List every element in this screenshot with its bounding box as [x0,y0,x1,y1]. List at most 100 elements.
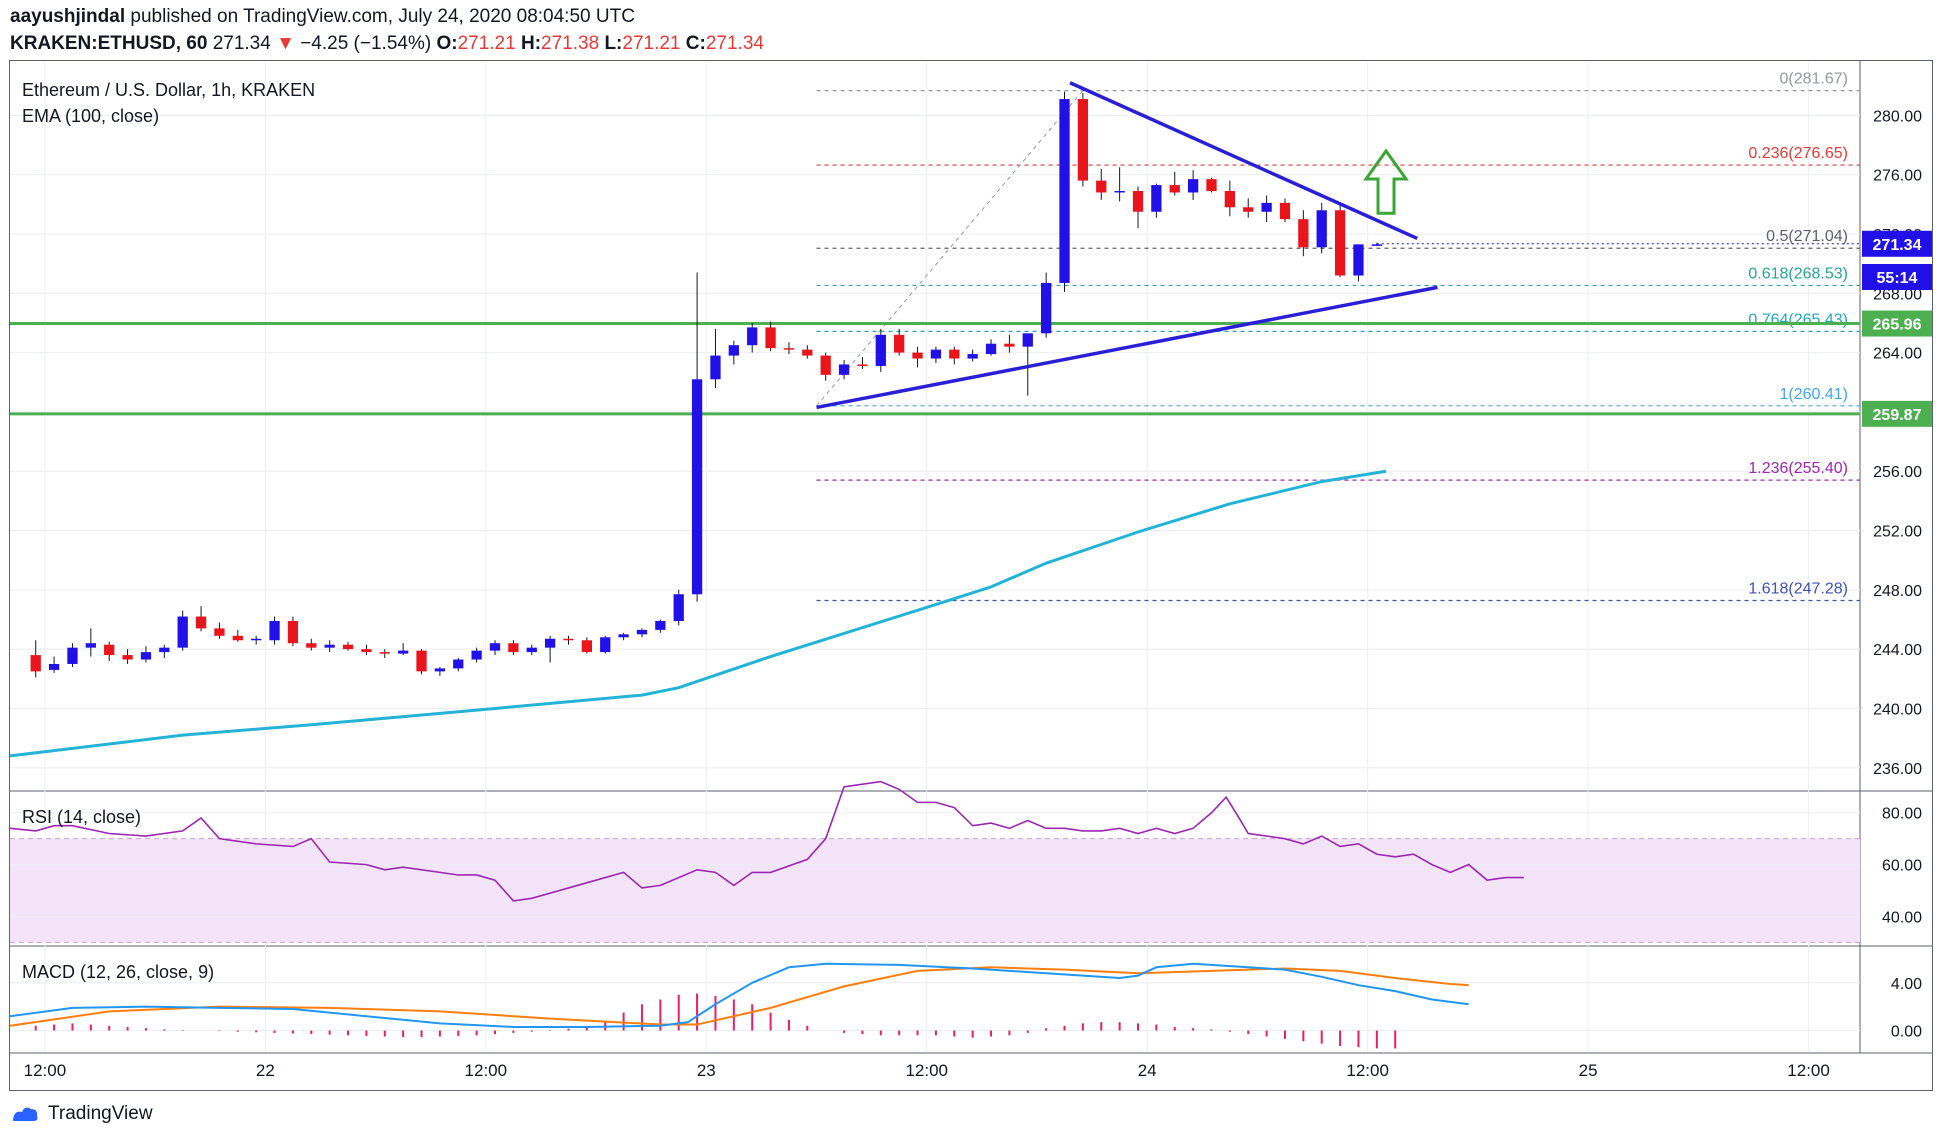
candle-body [1077,99,1089,181]
candle-body [416,650,427,672]
candle-body [471,650,482,660]
fib-level-label: 1.236(255.40) [1748,460,1848,477]
price-tick-label: 264.00 [1873,346,1922,363]
macd-line [9,962,1469,1028]
candle-body [48,663,60,670]
candle-body [1224,190,1236,208]
candle-body [1132,190,1144,212]
candle-body [398,650,409,654]
published-line: aayushjindal published on TradingView.co… [10,6,635,28]
rsi-tick-label: 60.00 [1882,858,1922,875]
time-tick-label: 23 [697,1061,716,1080]
candle-body [324,644,335,648]
support-level-tag [1862,310,1932,337]
candle-body [1316,210,1327,248]
time-tick-label: 24 [1138,1061,1157,1080]
candle-body [1004,343,1015,347]
fib-level-label: 0.5(271.04) [1766,228,1848,245]
time-tick-label: 25 [1579,1061,1598,1080]
candle-body [122,655,133,660]
triangle-trendline [816,285,1438,410]
candle-body [342,644,354,650]
candle-body [269,620,280,641]
candle-body [1353,244,1364,276]
fib-level-label: 1(260.41) [1780,386,1849,403]
candle-body [434,668,446,672]
candle-body [691,379,703,595]
candle-body [875,334,886,366]
candle-body [361,649,372,653]
open-value: 271.21 [457,33,516,54]
chart-frame [9,60,1933,1091]
candle-body [508,643,519,653]
candle-body [195,616,207,629]
high-label: H: [520,33,542,54]
price-change: −4.25 (−1.54%) [300,33,432,54]
candle-body [1187,179,1199,193]
candle-body [1334,210,1346,276]
price-tag [1862,263,1932,290]
open-label: O: [436,33,458,54]
candle-body [1243,207,1254,212]
candle-body [912,352,923,359]
last-price: 271.34 [212,33,271,54]
candle-body [526,647,537,653]
candle-body [783,348,795,350]
candle-body [1261,202,1272,212]
candle-body [710,355,721,380]
macd-tick-label: 0.00 [1891,1024,1922,1041]
main-legend-title: Ethereum / U.S. Dollar, 1h, KRAKEN [22,80,316,100]
published-text: published on TradingView.com, July 24, 2… [130,6,635,27]
candle-body [306,643,317,648]
support-level-tag-label: 259.87 [1873,407,1922,424]
price-tick-label: 236.00 [1873,761,1922,778]
candle-body [673,594,684,621]
candle-body [251,638,262,641]
candle-body [563,638,574,641]
candle-body [728,345,739,356]
down-arrow-icon: ▼ [276,33,295,54]
candle-body [140,652,152,660]
candle-body [949,349,960,359]
candle-body [1022,333,1033,347]
tradingview-logo-icon [12,1107,38,1121]
low-label: L: [604,33,623,54]
candle-body [747,327,758,346]
candle-body [600,637,611,653]
candle-body [232,635,243,641]
candle-body [30,655,41,672]
candle-body [655,620,666,630]
candle-body [1114,190,1125,193]
candle-body [985,343,997,355]
time-tick-label: 12:00 [1787,1061,1830,1080]
candle-body [287,620,299,644]
close-label: C: [685,33,706,54]
tradingview-brand[interactable]: TradingView [48,1103,153,1124]
candle-body [820,355,831,375]
up-arrow-icon [1363,148,1409,215]
time-tick-label: 22 [256,1061,275,1080]
candle-body [930,349,942,359]
time-tick-label: 12:00 [24,1061,67,1080]
low-value: 271.21 [622,33,681,54]
candle-body [177,616,188,648]
price-tag [1862,230,1932,257]
price-tick-label: 280.00 [1873,108,1922,125]
price-tag-label: 271.34 [1873,237,1922,254]
ema-line [9,469,1387,758]
symbol-line: KRAKEN:ETHUSD, 60 271.34 ▼ −4.25 (−1.54%… [10,33,764,55]
author[interactable]: aayushjindal [10,6,126,27]
candle-body [489,643,501,651]
candle-body [1169,185,1180,193]
candle-body [1059,99,1070,283]
candle-body [1096,180,1107,193]
rsi-tick-label: 40.00 [1882,909,1922,926]
price-tick-label: 244.00 [1873,642,1922,659]
candle-body [379,652,390,654]
candle-body [1041,282,1052,334]
candle-body [765,327,776,349]
candle-body [214,628,225,636]
candle-body [1298,219,1309,248]
rsi-legend: RSI (14, close) [22,807,142,827]
